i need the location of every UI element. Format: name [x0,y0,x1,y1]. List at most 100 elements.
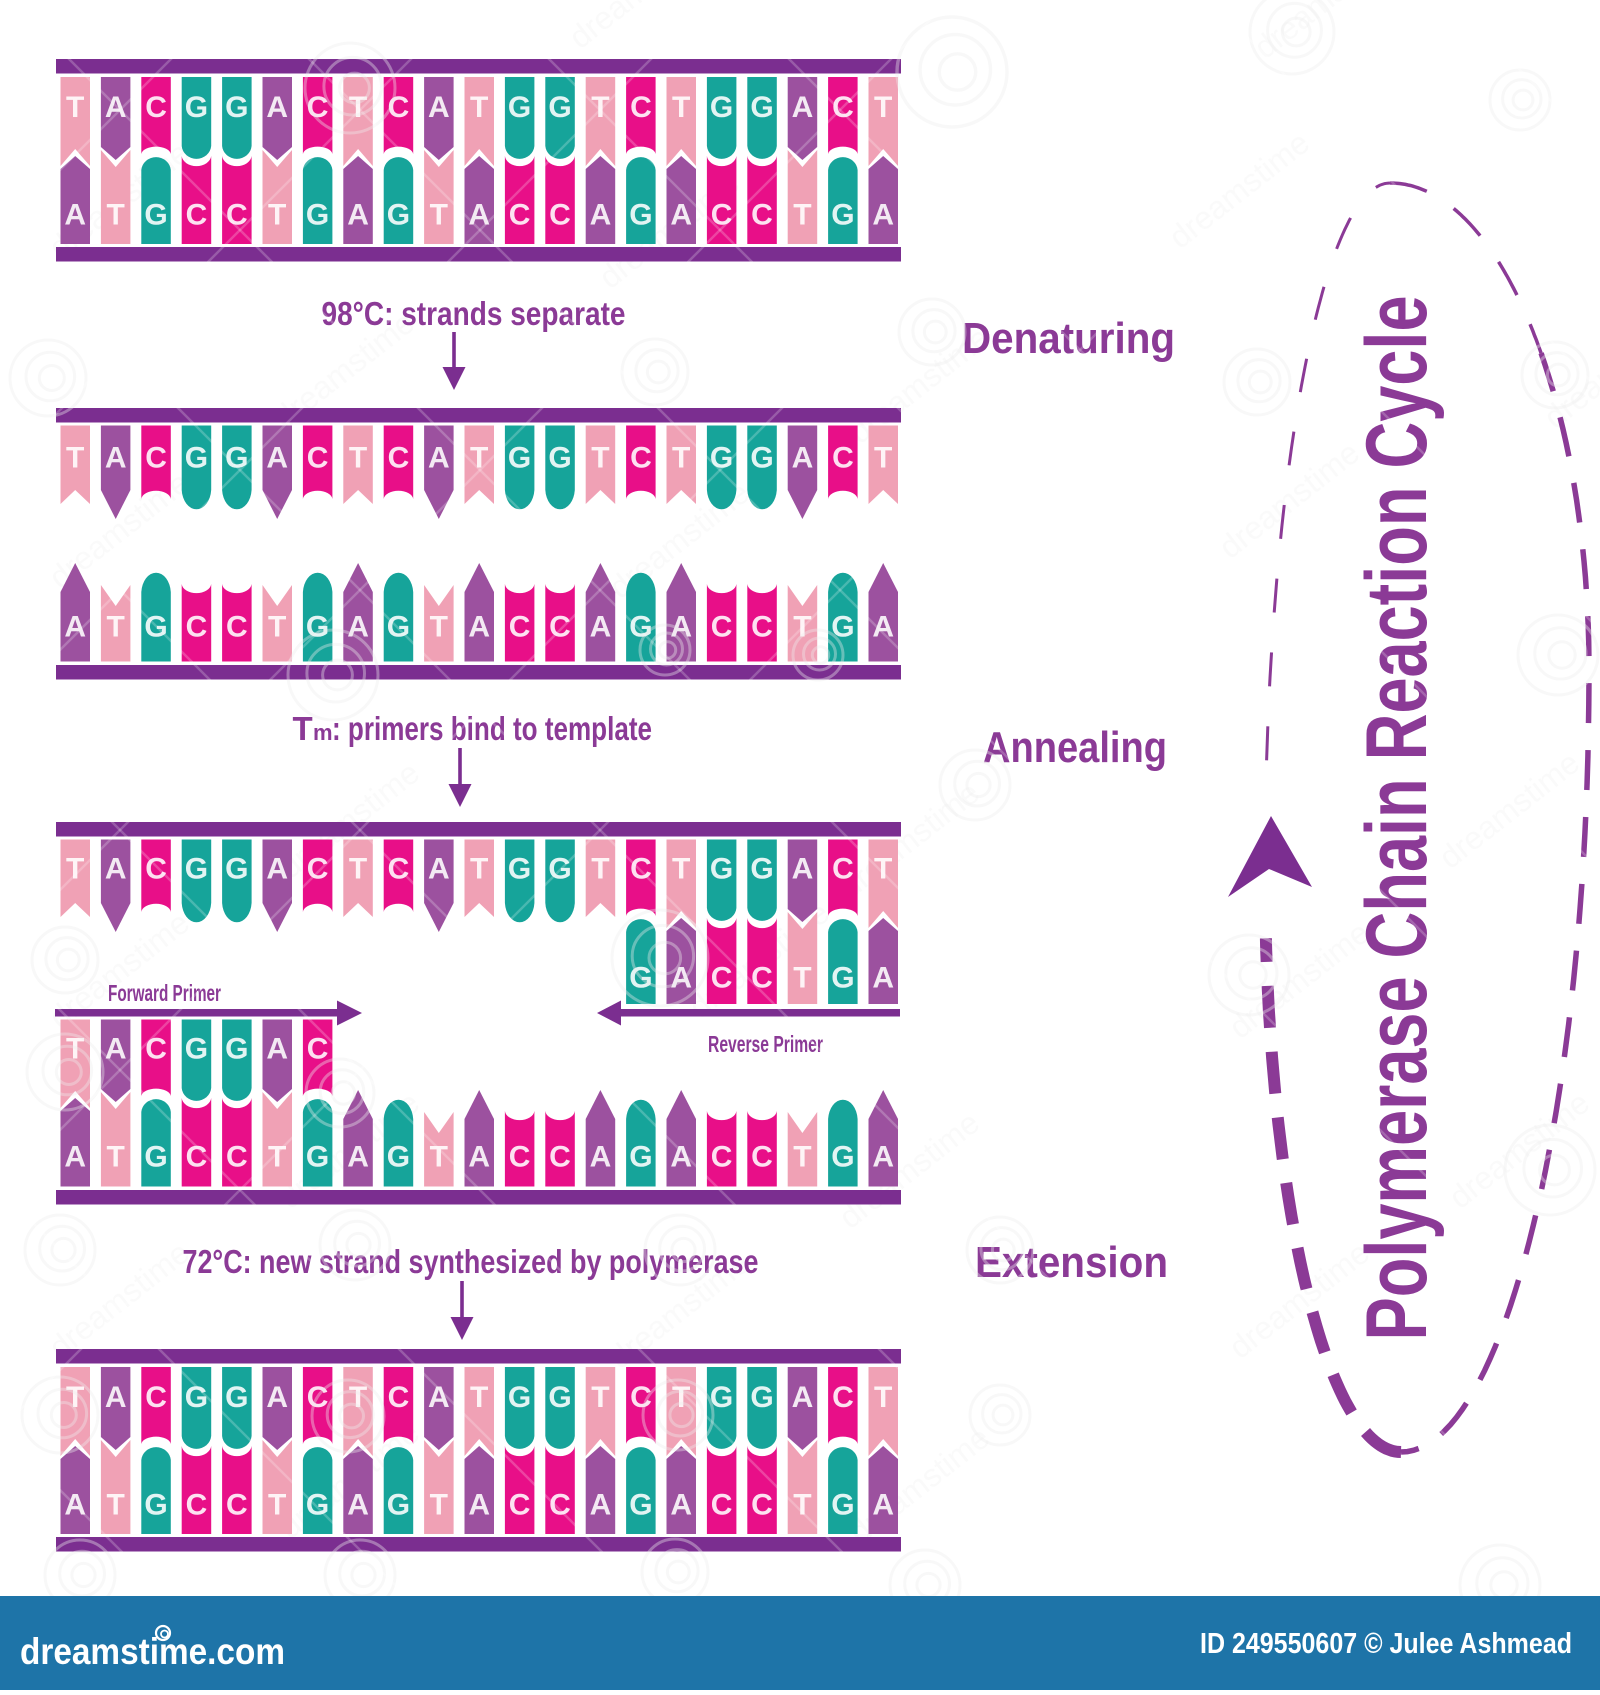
svg-text:C: C [751,611,773,644]
svg-text:G: G [144,1141,167,1174]
svg-text:A: A [590,611,612,644]
svg-text:A: A [590,1141,612,1174]
svg-text:C: C [226,1489,248,1522]
svg-text:T: T [793,199,811,232]
svg-text:G: G [548,1381,571,1414]
svg-text:T: T [591,853,609,886]
svg-text:G: G [144,611,167,644]
svg-text:G: G [225,442,248,475]
svg-text:A: A [105,1381,127,1414]
svg-text:A: A [468,611,490,644]
svg-text:C: C [832,91,854,124]
svg-text:A: A [468,1141,490,1174]
svg-text:G: G [710,853,733,886]
svg-text:G: G [185,853,208,886]
svg-text:T: T [793,1489,811,1522]
svg-text:T: T [672,442,690,475]
svg-text:G: G [225,91,248,124]
svg-text:G: G [225,1033,248,1066]
svg-text:C: C [711,611,733,644]
svg-text:C: C [751,199,773,232]
svg-text:C: C [226,611,248,644]
svg-text:Extension: Extension [975,1238,1168,1287]
svg-text:A: A [347,611,369,644]
svg-text:C: C [630,442,652,475]
svg-text:C: C [832,853,854,886]
svg-text:T: T [672,91,690,124]
svg-text:G: G [629,1141,652,1174]
svg-text:T: T [470,853,488,886]
svg-text:G: G [548,853,571,886]
svg-text:T: T [874,91,892,124]
svg-text:T: T [268,611,286,644]
svg-text:A: A [266,91,288,124]
svg-text:Reverse Primer: Reverse Primer [708,1031,823,1057]
svg-text:T: T [107,1141,125,1174]
svg-text:A: A [792,442,814,475]
svg-text:G: G [387,1489,410,1522]
svg-text:T: T [66,442,84,475]
svg-text:T: T [874,853,892,886]
svg-text:C: C [145,1033,167,1066]
svg-text:G: G [629,1489,652,1522]
svg-text:C: C [186,1141,208,1174]
svg-text:G: G [306,199,329,232]
svg-text:T: T [107,199,125,232]
svg-text:G: G [306,611,329,644]
svg-text:Forward Primer: Forward Primer [108,980,221,1006]
svg-text:G: G [508,853,531,886]
svg-text:m: m [313,720,333,745]
svg-text:C: C [388,853,410,886]
svg-text:G: G [185,91,208,124]
svg-text:T: T [874,1381,892,1414]
svg-text:G: G [710,442,733,475]
svg-text:C: C [711,1489,733,1522]
svg-text:G: G [387,199,410,232]
svg-text:A: A [590,199,612,232]
svg-text:A: A [792,1381,814,1414]
svg-text:G: G [629,199,652,232]
svg-text:C: C [751,1489,773,1522]
svg-text:C: C [145,91,167,124]
svg-text:T: T [793,611,811,644]
svg-text:T: T [591,442,609,475]
svg-text:G: G [831,962,854,995]
svg-text:A: A [105,442,127,475]
svg-text:A: A [428,442,450,475]
svg-text:C: C [832,442,854,475]
svg-text:C: C [549,611,571,644]
svg-text:C: C [307,442,329,475]
svg-text:A: A [792,853,814,886]
svg-text:G: G [225,853,248,886]
svg-text:G: G [548,442,571,475]
svg-text:Polymerase Chain Reaction Cycl: Polymerase Chain Reaction Cycle [1349,296,1445,1341]
svg-text:A: A [64,199,86,232]
svg-text:A: A [872,1489,894,1522]
svg-text:T: T [793,962,811,995]
svg-text:G: G [750,442,773,475]
svg-text:A: A [64,1489,86,1522]
svg-text:G: G [508,442,531,475]
svg-text:72°C: new strand synthesized b: 72°C: new strand synthesized by polymera… [183,1243,759,1280]
svg-text:C: C [388,1381,410,1414]
svg-text:C: C [549,199,571,232]
svg-text:C: C [145,1381,167,1414]
svg-text:G: G [185,442,208,475]
svg-text:C: C [388,91,410,124]
svg-text:T: T [268,1489,286,1522]
svg-text:ID 249550607 © Julee Ashmead: ID 249550607 © Julee Ashmead [1200,1628,1572,1660]
svg-text:A: A [428,853,450,886]
svg-text:T: T [470,91,488,124]
svg-text:T: T [874,442,892,475]
svg-text:C: C [711,199,733,232]
svg-text:T: T [293,710,313,747]
svg-text:G: G [831,199,854,232]
svg-text:A: A [428,91,450,124]
svg-text:C: C [307,1033,329,1066]
svg-text:A: A [266,442,288,475]
svg-text:A: A [468,1489,490,1522]
svg-text:C: C [307,853,329,886]
svg-text:T: T [107,611,125,644]
svg-text:G: G [710,91,733,124]
svg-text:C: C [630,1381,652,1414]
